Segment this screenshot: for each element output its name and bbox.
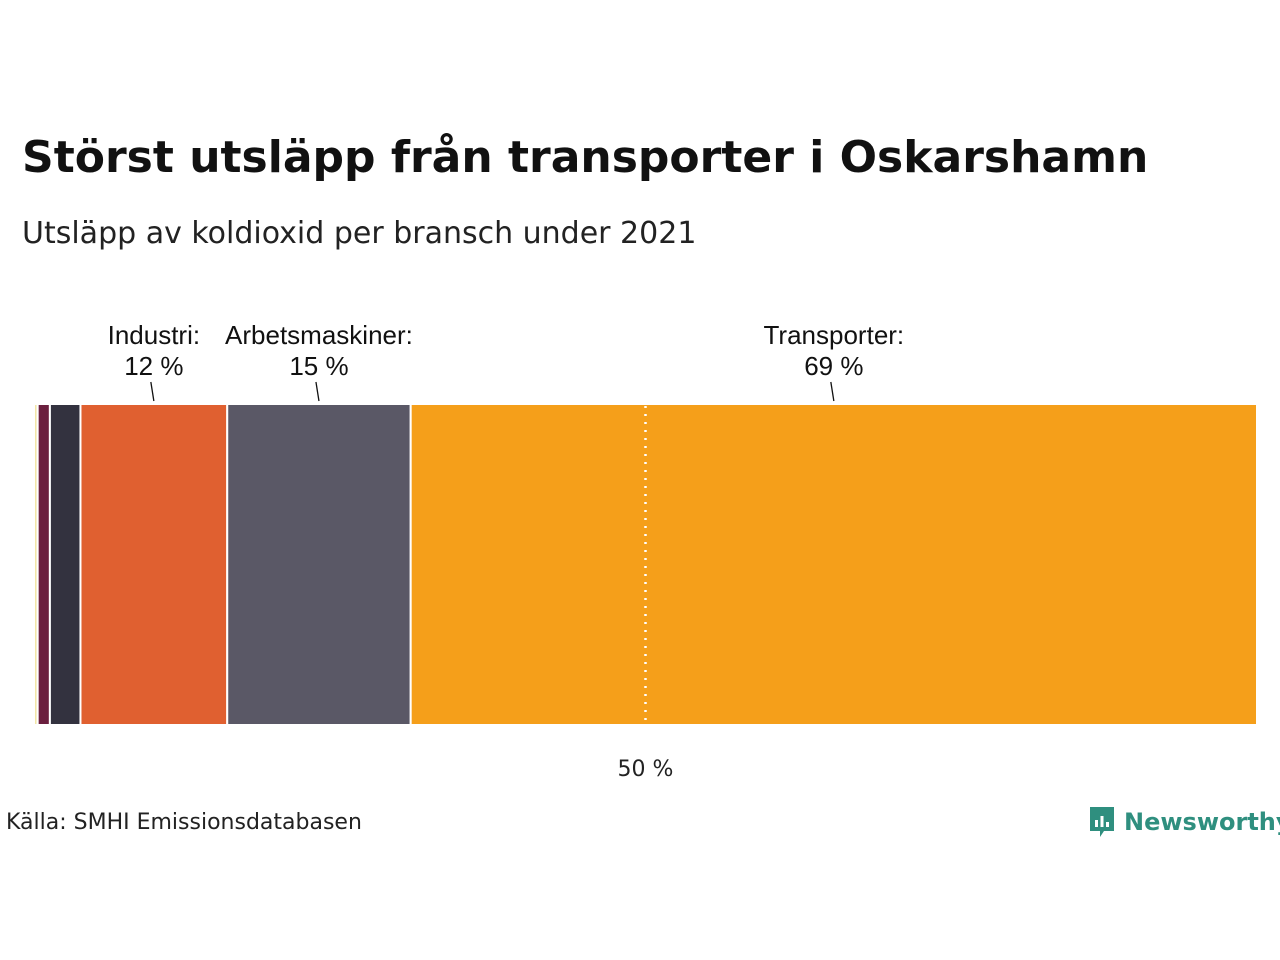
source-note: Källa: SMHI Emissionsdatabasen <box>6 810 362 835</box>
segment-leader-arbetsmaskiner <box>315 381 320 402</box>
segment-value-arbetsmaskiner: 15 % <box>289 351 348 381</box>
bar-segment-transporter <box>409 403 1258 726</box>
stacked-bar-chart: Industri:12 % Arbetsmaskiner:15 % Transpor… <box>33 320 1258 782</box>
segment-leader-transporter <box>830 381 835 402</box>
segment-label-arbetsmaskiner: Arbetsmaskiner: <box>225 320 413 350</box>
segment-value-industri: 12 % <box>124 351 183 381</box>
newsworthy-logo: Newsworthy <box>1088 804 1280 840</box>
segment-label-industri: Industri: <box>108 320 201 350</box>
segment-leader-industri <box>150 381 155 402</box>
bar-segment-industri <box>79 403 229 726</box>
chart-title: Störst utsläpp från transporter i Oskars… <box>22 132 1149 183</box>
newsworthy-logo-icon <box>1090 807 1114 837</box>
bar-segment-minor-1 <box>36 403 51 726</box>
segment-value-transporter: 69 % <box>804 351 863 381</box>
bar-segment-arbetsmaskiner <box>226 403 412 726</box>
bar-segment-minor-2 <box>48 403 82 726</box>
reference-label-50: 50 % <box>618 757 674 782</box>
segment-label-transporter: Transporter: <box>764 320 905 350</box>
logo-text: Newsworthy <box>1124 808 1280 836</box>
chart-subtitle: Utsläpp av koldioxid per bransch under 2… <box>22 216 697 251</box>
